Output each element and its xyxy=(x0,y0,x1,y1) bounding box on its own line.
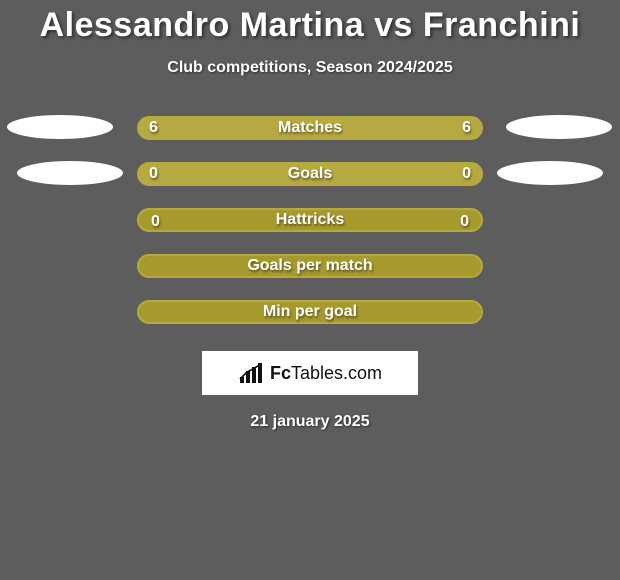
stat-bar: 0 Hattricks 0 xyxy=(137,208,483,232)
stat-row: Min per goal xyxy=(0,299,620,345)
stat-label: Goals xyxy=(288,165,332,183)
logo-box: FcTables.com xyxy=(202,351,418,395)
stat-row: 0 Hattricks 0 xyxy=(0,207,620,253)
stat-label: Matches xyxy=(278,119,342,137)
stat-row: Goals per match xyxy=(0,253,620,299)
page-title: Alessandro Martina vs Franchini xyxy=(0,0,620,45)
date-label: 21 january 2025 xyxy=(0,413,620,431)
stat-bar: Goals per match xyxy=(137,254,483,278)
stat-value-right: 0 xyxy=(460,213,469,231)
stat-label: Goals per match xyxy=(247,257,372,275)
stat-value-left: 0 xyxy=(151,213,160,231)
decor-ellipse xyxy=(17,161,123,185)
logo-suffix: Tables.com xyxy=(291,363,382,383)
stat-value-left: 0 xyxy=(149,165,158,183)
stat-bar: 6 Matches 6 xyxy=(137,116,483,140)
stat-value-left: 6 xyxy=(149,119,158,137)
logo-bars-icon xyxy=(238,361,266,385)
comparison-stage: 6 Matches 6 0 Goals 0 0 Hattricks 0 Goals per mat… xyxy=(0,115,620,345)
stat-bar: Min per goal xyxy=(137,300,483,324)
stat-value-right: 6 xyxy=(462,119,471,137)
subtitle: Club competitions, Season 2024/2025 xyxy=(0,59,620,77)
logo-prefix: Fc xyxy=(270,363,291,383)
stat-value-right: 0 xyxy=(462,165,471,183)
stat-label: Hattricks xyxy=(276,211,344,229)
logo: FcTables.com xyxy=(238,361,382,385)
decor-ellipse xyxy=(7,115,113,139)
decor-ellipse xyxy=(497,161,603,185)
stat-label: Min per goal xyxy=(263,303,357,321)
logo-text: FcTables.com xyxy=(270,363,382,384)
decor-ellipse xyxy=(506,115,612,139)
rows-container: 6 Matches 6 0 Goals 0 0 Hattricks 0 Goals per mat… xyxy=(0,115,620,345)
stat-bar: 0 Goals 0 xyxy=(137,162,483,186)
